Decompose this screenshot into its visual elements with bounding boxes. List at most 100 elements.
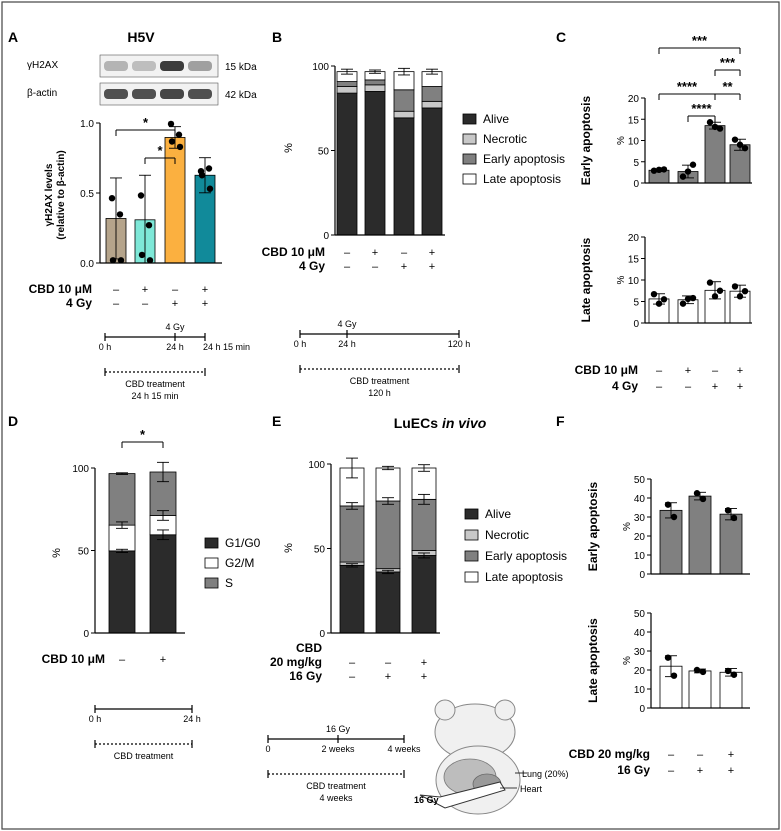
panel-d-legend-swatch — [204, 577, 219, 589]
panel-a-timeline-radiation-label: 4 Gy — [165, 322, 185, 332]
panel-e-condition-sign: – — [349, 671, 356, 683]
panel-d-condition-label: CBD 10 μM — [42, 652, 105, 666]
panel-a-sig-2: * — [144, 143, 176, 164]
panel-c-point — [684, 168, 692, 175]
panel-c-y-1-tick-label: 5 — [633, 298, 639, 309]
panel-c-y-1-tick-label: 20 — [628, 233, 640, 244]
panel-e-bar-alive — [375, 571, 401, 634]
panel-b-timeline-duration-label: 120 h — [368, 388, 391, 398]
panel-f-unit: % — [622, 656, 633, 665]
panel-a-y-tick-label: 0.5 — [80, 189, 94, 200]
panel-b-legend-swatch — [462, 153, 477, 165]
panel-b-legend-swatch — [462, 173, 477, 185]
panel-label-b: B — [272, 29, 282, 45]
panel-b-bar-alive — [421, 107, 443, 236]
panel-a-condition-sign: + — [142, 284, 148, 296]
panel-f-condition-sign: + — [697, 765, 703, 777]
panel-e-legend-label: Necrotic — [485, 528, 529, 542]
panel-b-timeline-radiation-label: 4 Gy — [337, 319, 357, 329]
panel-e-condition-label: 16 Gy — [289, 669, 322, 683]
panel-f-y-1-tick-label: 50 — [634, 609, 646, 620]
panel-e-legend-swatch — [464, 571, 479, 583]
panel-a-blot-size: 15 kDa — [225, 62, 257, 73]
panel-e-legend-label: Alive — [485, 507, 511, 521]
panel-f-point — [693, 490, 701, 497]
panel-b-condition-sign: + — [429, 261, 435, 273]
panel-f-point — [670, 513, 678, 521]
panel-b-bar-necrotic — [393, 110, 415, 119]
panel-c-point — [731, 283, 739, 290]
panel-a-condition-label: CBD 10 μM — [29, 282, 92, 296]
panel-d-y-tick-label: 100 — [72, 464, 89, 475]
panel-f-y-0-tick-label: 0 — [639, 570, 645, 581]
panel-e-legend-swatch — [464, 529, 479, 541]
panel-c-y-1-tick-label: 15 — [628, 255, 640, 266]
panel-f-bar — [688, 495, 712, 575]
panel-a-timeline-tick-label: 24 h 15 min — [203, 342, 250, 352]
panel-a-point — [116, 211, 124, 218]
panel-f-condition-sign: – — [668, 765, 675, 777]
panel-d-legend-label: G1/G0 — [225, 536, 261, 550]
panel-a-blot-band — [160, 61, 184, 71]
panel-e-timeline-tick-label: 4 weeks — [387, 744, 421, 754]
panel-c-y-0-tick-label: 20 — [628, 94, 640, 105]
panel-b-bar-early-apoptosis — [364, 79, 386, 86]
panel-a-blot-label: γH2AX — [27, 60, 58, 71]
panel-d-condition-sign: – — [119, 654, 126, 666]
panel-e-condition-label: 20 mg/kg — [270, 655, 322, 669]
panel-a-ylabel: γH2AX levels — [44, 163, 55, 226]
panel-d-sig-label: * — [140, 427, 146, 442]
panel-a-point — [137, 192, 145, 199]
panel-d-timeline-tick-label: 24 h — [183, 714, 201, 724]
panel-f-point — [664, 501, 672, 508]
panel-e-timeline-treatment-label: CBD treatment — [306, 781, 366, 791]
panel-a-ylabel2: (relative to β-actin) — [56, 150, 67, 239]
panel-a-blot-band — [188, 61, 212, 71]
panel-f-condition-sign: + — [728, 749, 734, 761]
panel-e-ylabel: % — [283, 543, 295, 553]
panel-b-bar-early-apoptosis — [421, 86, 443, 102]
panel-d-bar-g1-g0 — [149, 534, 177, 634]
panel-f-bar — [688, 670, 712, 709]
panel-b-y-tick-label: 0 — [323, 231, 329, 242]
panel-e-title: LuECs in vivo — [394, 415, 487, 431]
panel-c-bar — [704, 125, 726, 184]
panel-d-legend-swatch — [204, 537, 219, 549]
panel-c-y-0-tick-label: 15 — [628, 115, 640, 126]
panel-e-radiation-beam — [419, 781, 506, 809]
panel-a-timeline-treatment-label: CBD treatment — [125, 379, 185, 389]
panel-c-point — [679, 173, 687, 180]
panel-a-sig-1: * — [115, 115, 176, 136]
panel-e-mouse-ear — [494, 699, 516, 721]
panel-a-point — [176, 143, 184, 151]
panel-c-point — [716, 287, 724, 294]
panel-a-point — [117, 257, 125, 264]
panel-c-point — [706, 279, 714, 286]
panel-b-bar-necrotic — [336, 86, 358, 94]
panel-b-condition-sign: – — [344, 261, 351, 273]
panel-f-ylabel: Late apoptosis — [586, 618, 600, 703]
panel-c-sig-1: *** — [658, 33, 741, 54]
panel-a-condition-sign: + — [172, 298, 178, 310]
panel-b-timeline-tick-label: 120 h — [448, 339, 471, 349]
panel-f-point — [693, 666, 701, 674]
panel-c-condition-sign: + — [737, 381, 743, 393]
panel-b-ylabel: % — [283, 143, 295, 153]
panel-c-condition-label: 4 Gy — [612, 379, 638, 393]
panel-c-sig-2: *** — [714, 55, 741, 76]
panel-c-point — [741, 287, 749, 295]
panel-a-y-tick-label: 0.0 — [80, 259, 94, 270]
panel-a-condition-sign: + — [202, 298, 208, 310]
panel-f-point — [724, 507, 732, 514]
panel-b-bar-alive — [364, 91, 386, 236]
panel-e-heart-label: Heart — [520, 784, 543, 794]
panel-c-point — [711, 293, 719, 300]
panel-c-point — [655, 166, 663, 174]
panel-a-point — [146, 257, 154, 264]
panel-e-condition-sign: – — [349, 657, 356, 669]
panel-b-condition-label: 4 Gy — [299, 259, 325, 273]
panel-e-bar-late-apoptosis — [375, 467, 401, 502]
panel-e-dose-label: 16 Gy — [414, 795, 439, 805]
panel-e-y-tick-label: 50 — [314, 545, 326, 556]
